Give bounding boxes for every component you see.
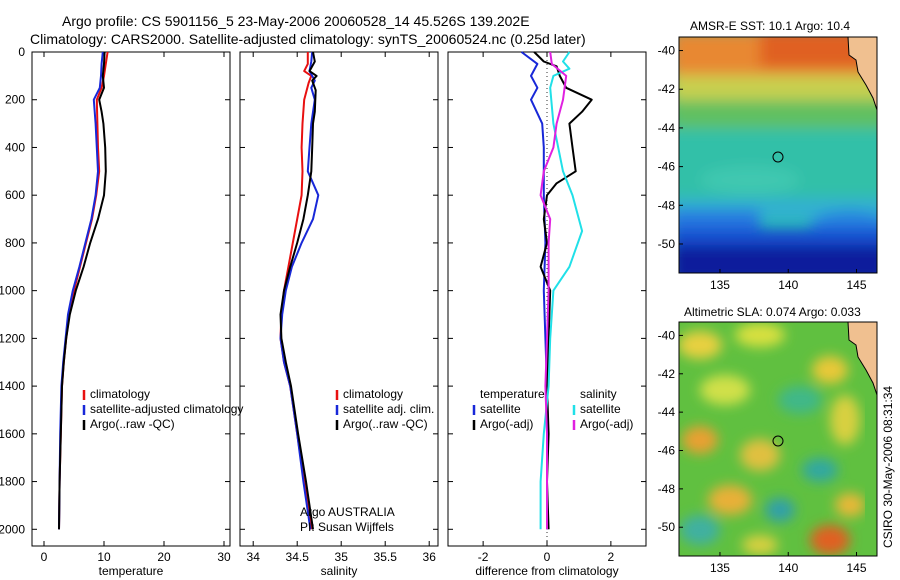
legend-label: climatology (343, 387, 403, 401)
legend-label: satellite-adjusted climatology (90, 402, 243, 416)
x-tick-label: 0 (544, 550, 551, 564)
sst-map-axes: 135 140 145 -40 -42 -44 -46 -48 -50 (658, 44, 867, 292)
x-tick-label: 36 (423, 550, 437, 564)
map-y-tick-label: -42 (658, 367, 676, 381)
map-y-tick-label: -50 (658, 520, 676, 534)
map-y-tick-label: -46 (658, 444, 676, 458)
y-tick-label: 200 (5, 93, 25, 107)
sla-map-axes: 135 140 145 -40 -42 -44 -46 -48 -50 (658, 328, 867, 575)
figure-title-line1: Argo profile: CS 5901156_5 23-May-2006 2… (62, 13, 530, 29)
x-tick-label: 10 (97, 550, 111, 564)
y-tick-label: 800 (5, 236, 25, 250)
y-tick-label: 0 (18, 45, 25, 59)
annotation-text: PI: Susan Wijffels (300, 520, 394, 534)
x-tick-label: 35 (335, 550, 349, 564)
legend-label: satellite (580, 402, 621, 416)
legend-label: temperature (480, 387, 545, 401)
y-tick-label: 1800 (0, 475, 25, 489)
map-y-tick-label: -40 (658, 328, 676, 342)
panel-frame (31, 51, 231, 547)
x-axis-label: difference from climatology (475, 564, 618, 578)
sst-coastline (847, 37, 877, 111)
map-x-tick-label: 145 (847, 278, 867, 292)
map-y-tick-label: -48 (658, 198, 676, 212)
legend-label: Argo(-adj) (480, 417, 533, 431)
map-y-tick-label: -40 (658, 44, 676, 58)
series-line (58, 51, 104, 530)
sst-map-panel: AMSR-E SST: 10.1 Argo: 10.4 135 140 145 -40… (658, 19, 878, 292)
sst-map-frame (678, 36, 878, 274)
sst-argo-position-marker (772, 151, 784, 163)
map-x-tick-label: 145 (847, 561, 867, 575)
sla-map-frame (678, 321, 878, 557)
x-tick-label: 35.5 (374, 550, 398, 564)
y-tick-label: 400 (5, 140, 25, 154)
x-tick-label: 2 (608, 550, 615, 564)
legend-label: Argo(..raw -QC) (343, 417, 428, 431)
map-x-tick-label: 140 (778, 561, 798, 575)
legend-label: satellite adj. clim. (343, 402, 434, 416)
x-tick-label: 34 (247, 550, 261, 564)
sla-coastline (847, 322, 877, 396)
x-tick-label: 0 (41, 550, 48, 564)
map-x-tick-label: 140 (778, 278, 798, 292)
temperature-panel: 0 10 20 30 0 200 400 600 800 1000 1200 1400 1600 1800… (0, 45, 243, 578)
series-line (279, 51, 318, 530)
legend-label: Argo(..raw -QC) (90, 417, 175, 431)
x-tick-label: 30 (217, 550, 231, 564)
legend-label: salinity (580, 387, 617, 401)
y-tick-label: 1400 (0, 379, 25, 393)
x-tick-label: 20 (157, 550, 171, 564)
panel-frame (239, 51, 439, 547)
series-line (58, 51, 109, 530)
series-line (539, 51, 568, 530)
salinity-panel: 34 34.5 35 35.5 36 salinity climatologysatelli… (239, 51, 439, 578)
map-y-tick-label: -46 (658, 160, 676, 174)
legend-label: Argo(-adj) (580, 417, 633, 431)
y-tick-label: 1200 (0, 331, 25, 345)
sst-heatmap-field (679, 37, 877, 273)
sla-argo-position-marker (772, 435, 784, 447)
map-x-tick-label: 135 (710, 561, 730, 575)
sla-map-panel: Altimetric SLA: 0.074 Argo: 0.033 (658, 305, 878, 575)
map-y-tick-label: -44 (658, 121, 676, 135)
sla-heatmap-field (679, 322, 877, 556)
sla-map-title: Altimetric SLA: 0.074 Argo: 0.033 (684, 305, 861, 319)
y-tick-label: 2000 (0, 522, 25, 536)
map-y-tick-label: -44 (658, 405, 676, 419)
map-y-tick-label: -42 (658, 82, 676, 96)
y-tick-label: 1000 (0, 284, 25, 298)
y-tick-label: 600 (5, 188, 25, 202)
series-line (533, 51, 593, 530)
map-y-tick-label: -50 (658, 237, 676, 251)
series-line (58, 51, 107, 530)
x-tick-label: 34.5 (286, 550, 310, 564)
legend-label: satellite (480, 402, 521, 416)
figure-title-line2: Climatology: CARS2000. Satellite-adjuste… (30, 31, 586, 47)
map-y-tick-label: -48 (658, 482, 676, 496)
annotation-text: Argo AUSTRALIA (300, 505, 395, 519)
x-axis-label: salinity (321, 564, 358, 578)
legend-label: climatology (90, 387, 150, 401)
x-axis-label: temperature (99, 564, 164, 578)
timestamp-label: CSIRO 30-May-2006 08:31:34 (881, 386, 895, 548)
y-tick-label: 1600 (0, 427, 25, 441)
map-x-tick-label: 135 (710, 278, 730, 292)
x-tick-label: -2 (478, 550, 489, 564)
sst-map-title: AMSR-E SST: 10.1 Argo: 10.4 (690, 19, 850, 33)
